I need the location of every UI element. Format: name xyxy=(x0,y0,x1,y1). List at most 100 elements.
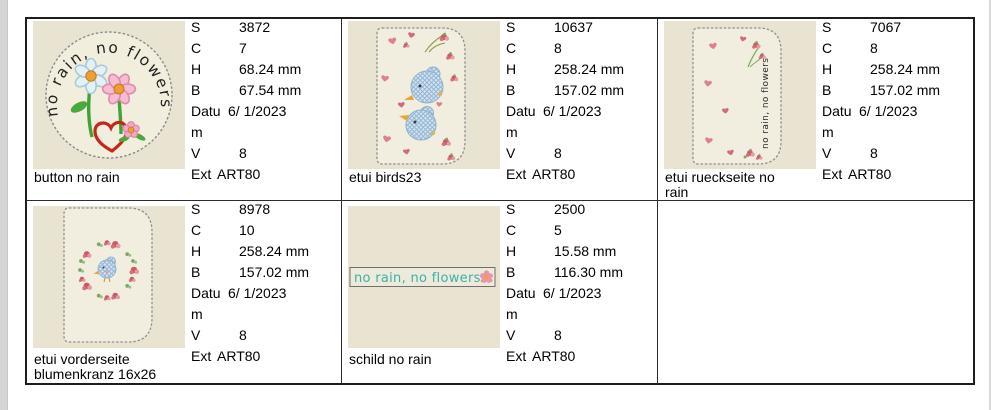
design-cell-etui-vorderseite[interactable]: etui vorderseite blumenkranz 16x26 S 8978… xyxy=(27,201,342,383)
meta-field-label: Ext xyxy=(506,348,527,364)
design-metadata: S 7067 C 8 H 258.24 mm B 157.02 mm Datum6/ 1/202… xyxy=(822,17,972,185)
design-metadata: S 10637 C 8 H 258.24 mm B 157.02 mm Datum6/ 1/20… xyxy=(506,17,656,185)
meta-field-value: 157.02 mm xyxy=(239,264,310,280)
meta-field-label: B xyxy=(191,82,201,98)
meta-field-label: C xyxy=(822,40,833,56)
meta-row-s: S 3872 xyxy=(191,17,341,38)
meta-field-value: 6/ 1/2023 xyxy=(228,285,287,301)
design-thumbnail-birds xyxy=(348,21,500,169)
meta-field-label: B xyxy=(822,82,832,98)
meta-field-label: Ext xyxy=(191,166,212,182)
meta-field-value: 258.24 mm xyxy=(554,61,625,77)
meta-row-datum: Datum 6/ 1/2023 xyxy=(191,283,341,325)
meta-row-c: C 10 xyxy=(191,220,341,241)
meta-field-label: Ext xyxy=(506,166,527,182)
design-cell-etui-rueckseite[interactable]: no rain, no flowers etui rueckseite no r… xyxy=(658,19,973,201)
meta-row-h: H 258.24 mm xyxy=(506,59,656,80)
meta-field-label: Datum xyxy=(506,103,536,140)
design-cell-etui-birds23[interactable]: etui birds23 S 10637 C 8 H 258.24 mm B 157.02 m… xyxy=(342,19,658,201)
meta-row-b: B 116.30 mm xyxy=(506,262,656,283)
meta-field-label: S xyxy=(506,201,516,217)
meta-field-label: C xyxy=(191,40,202,56)
banner-motto-text: no rain, no flowers xyxy=(354,271,481,286)
meta-row-ext: Ext ART80 xyxy=(191,346,341,367)
design-thumbnail-button: no rain, no flowers xyxy=(33,21,185,169)
meta-row-s: S 2500 xyxy=(506,199,656,220)
meta-field-value: 6/ 1/2023 xyxy=(859,103,918,119)
meta-field-label: C xyxy=(191,222,202,238)
meta-field-value: 68.24 mm xyxy=(239,61,302,77)
meta-field-value: ART80 xyxy=(532,348,576,364)
meta-field-label: V xyxy=(191,145,201,161)
meta-field-value: 8 xyxy=(554,40,562,56)
flower-bouquet-icon xyxy=(70,57,146,153)
meta-field-value: 67.54 mm xyxy=(239,82,302,98)
page-left-edge xyxy=(0,0,8,410)
meta-field-value: 157.02 mm xyxy=(870,82,941,98)
meta-field-label: H xyxy=(191,243,202,259)
meta-row-datum: Datum 6/ 1/2023 xyxy=(191,101,341,143)
design-name: etui rueckseite no rain xyxy=(665,169,775,200)
meta-field-label: B xyxy=(506,82,516,98)
design-cell-button-no-rain[interactable]: no rain, no flowers xyxy=(27,19,342,201)
meta-field-value: 15.58 mm xyxy=(554,243,617,259)
vertical-motto-text: no rain, no flowers xyxy=(761,58,771,149)
meta-field-value: 7067 xyxy=(870,19,902,35)
meta-field-label: S xyxy=(822,19,832,35)
design-name: button no rain xyxy=(34,169,120,185)
meta-row-b: B 157.02 mm xyxy=(191,262,341,283)
design-name: etui vorderseite blumenkranz 16x26 xyxy=(34,351,157,382)
meta-field-value: 5 xyxy=(554,222,562,238)
heart-outline-icon xyxy=(93,120,128,153)
design-name: schild no rain xyxy=(349,351,432,367)
daisy-blue-icon xyxy=(74,57,108,95)
meta-field-label: B xyxy=(506,264,516,280)
meta-field-value: 157.02 mm xyxy=(554,82,625,98)
meta-row-ext: Ext ART80 xyxy=(822,164,972,185)
meta-field-label: V xyxy=(191,327,201,343)
etui-outline xyxy=(692,27,782,165)
meta-field-value: 8 xyxy=(870,145,878,161)
sprig-icon xyxy=(747,41,766,68)
meta-field-label: Ext xyxy=(191,348,212,364)
meta-field-value: 8978 xyxy=(239,201,271,217)
meta-field-value: ART80 xyxy=(532,166,576,182)
meta-row-h: H 258.24 mm xyxy=(191,241,341,262)
meta-field-label: H xyxy=(506,243,517,259)
meta-field-label: H xyxy=(506,61,517,77)
meta-field-label: S xyxy=(191,19,201,35)
meta-field-value: ART80 xyxy=(217,166,261,182)
meta-field-value: 10 xyxy=(239,222,255,238)
bird-icon xyxy=(93,256,117,283)
meta-row-ext: Ext ART80 xyxy=(506,346,656,367)
meta-row-ext: Ext ART80 xyxy=(506,164,656,185)
rose-cluster-icon xyxy=(743,148,763,160)
design-cell-schild-no-rain[interactable]: no rain, no flowers schild no rain S 2500… xyxy=(342,201,658,383)
meta-field-label: Datum xyxy=(191,103,221,140)
meta-field-value: ART80 xyxy=(848,166,892,182)
meta-field-value: 258.24 mm xyxy=(239,243,310,259)
meta-field-value: 116.30 mm xyxy=(554,264,623,280)
meta-field-label: C xyxy=(506,40,517,56)
meta-row-h: H 15.58 mm xyxy=(506,241,656,262)
meta-field-value: 7 xyxy=(239,40,247,56)
meta-field-label: H xyxy=(822,61,833,77)
meta-field-label: S xyxy=(506,19,516,35)
small-flower-icon xyxy=(480,270,493,283)
banner-frame xyxy=(349,267,496,287)
design-metadata: S 3872 C 7 H 68.24 mm B 67.54 mm Datum6/ 1/2023 V… xyxy=(191,17,341,185)
bird-icon xyxy=(399,106,437,141)
meta-field-label: Datum xyxy=(506,285,536,322)
meta-field-value: 8 xyxy=(554,145,562,161)
meta-field-label: Datum xyxy=(191,285,221,322)
page-right-edge xyxy=(989,0,991,410)
meta-row-datum: Datum 6/ 1/2023 xyxy=(822,101,972,143)
